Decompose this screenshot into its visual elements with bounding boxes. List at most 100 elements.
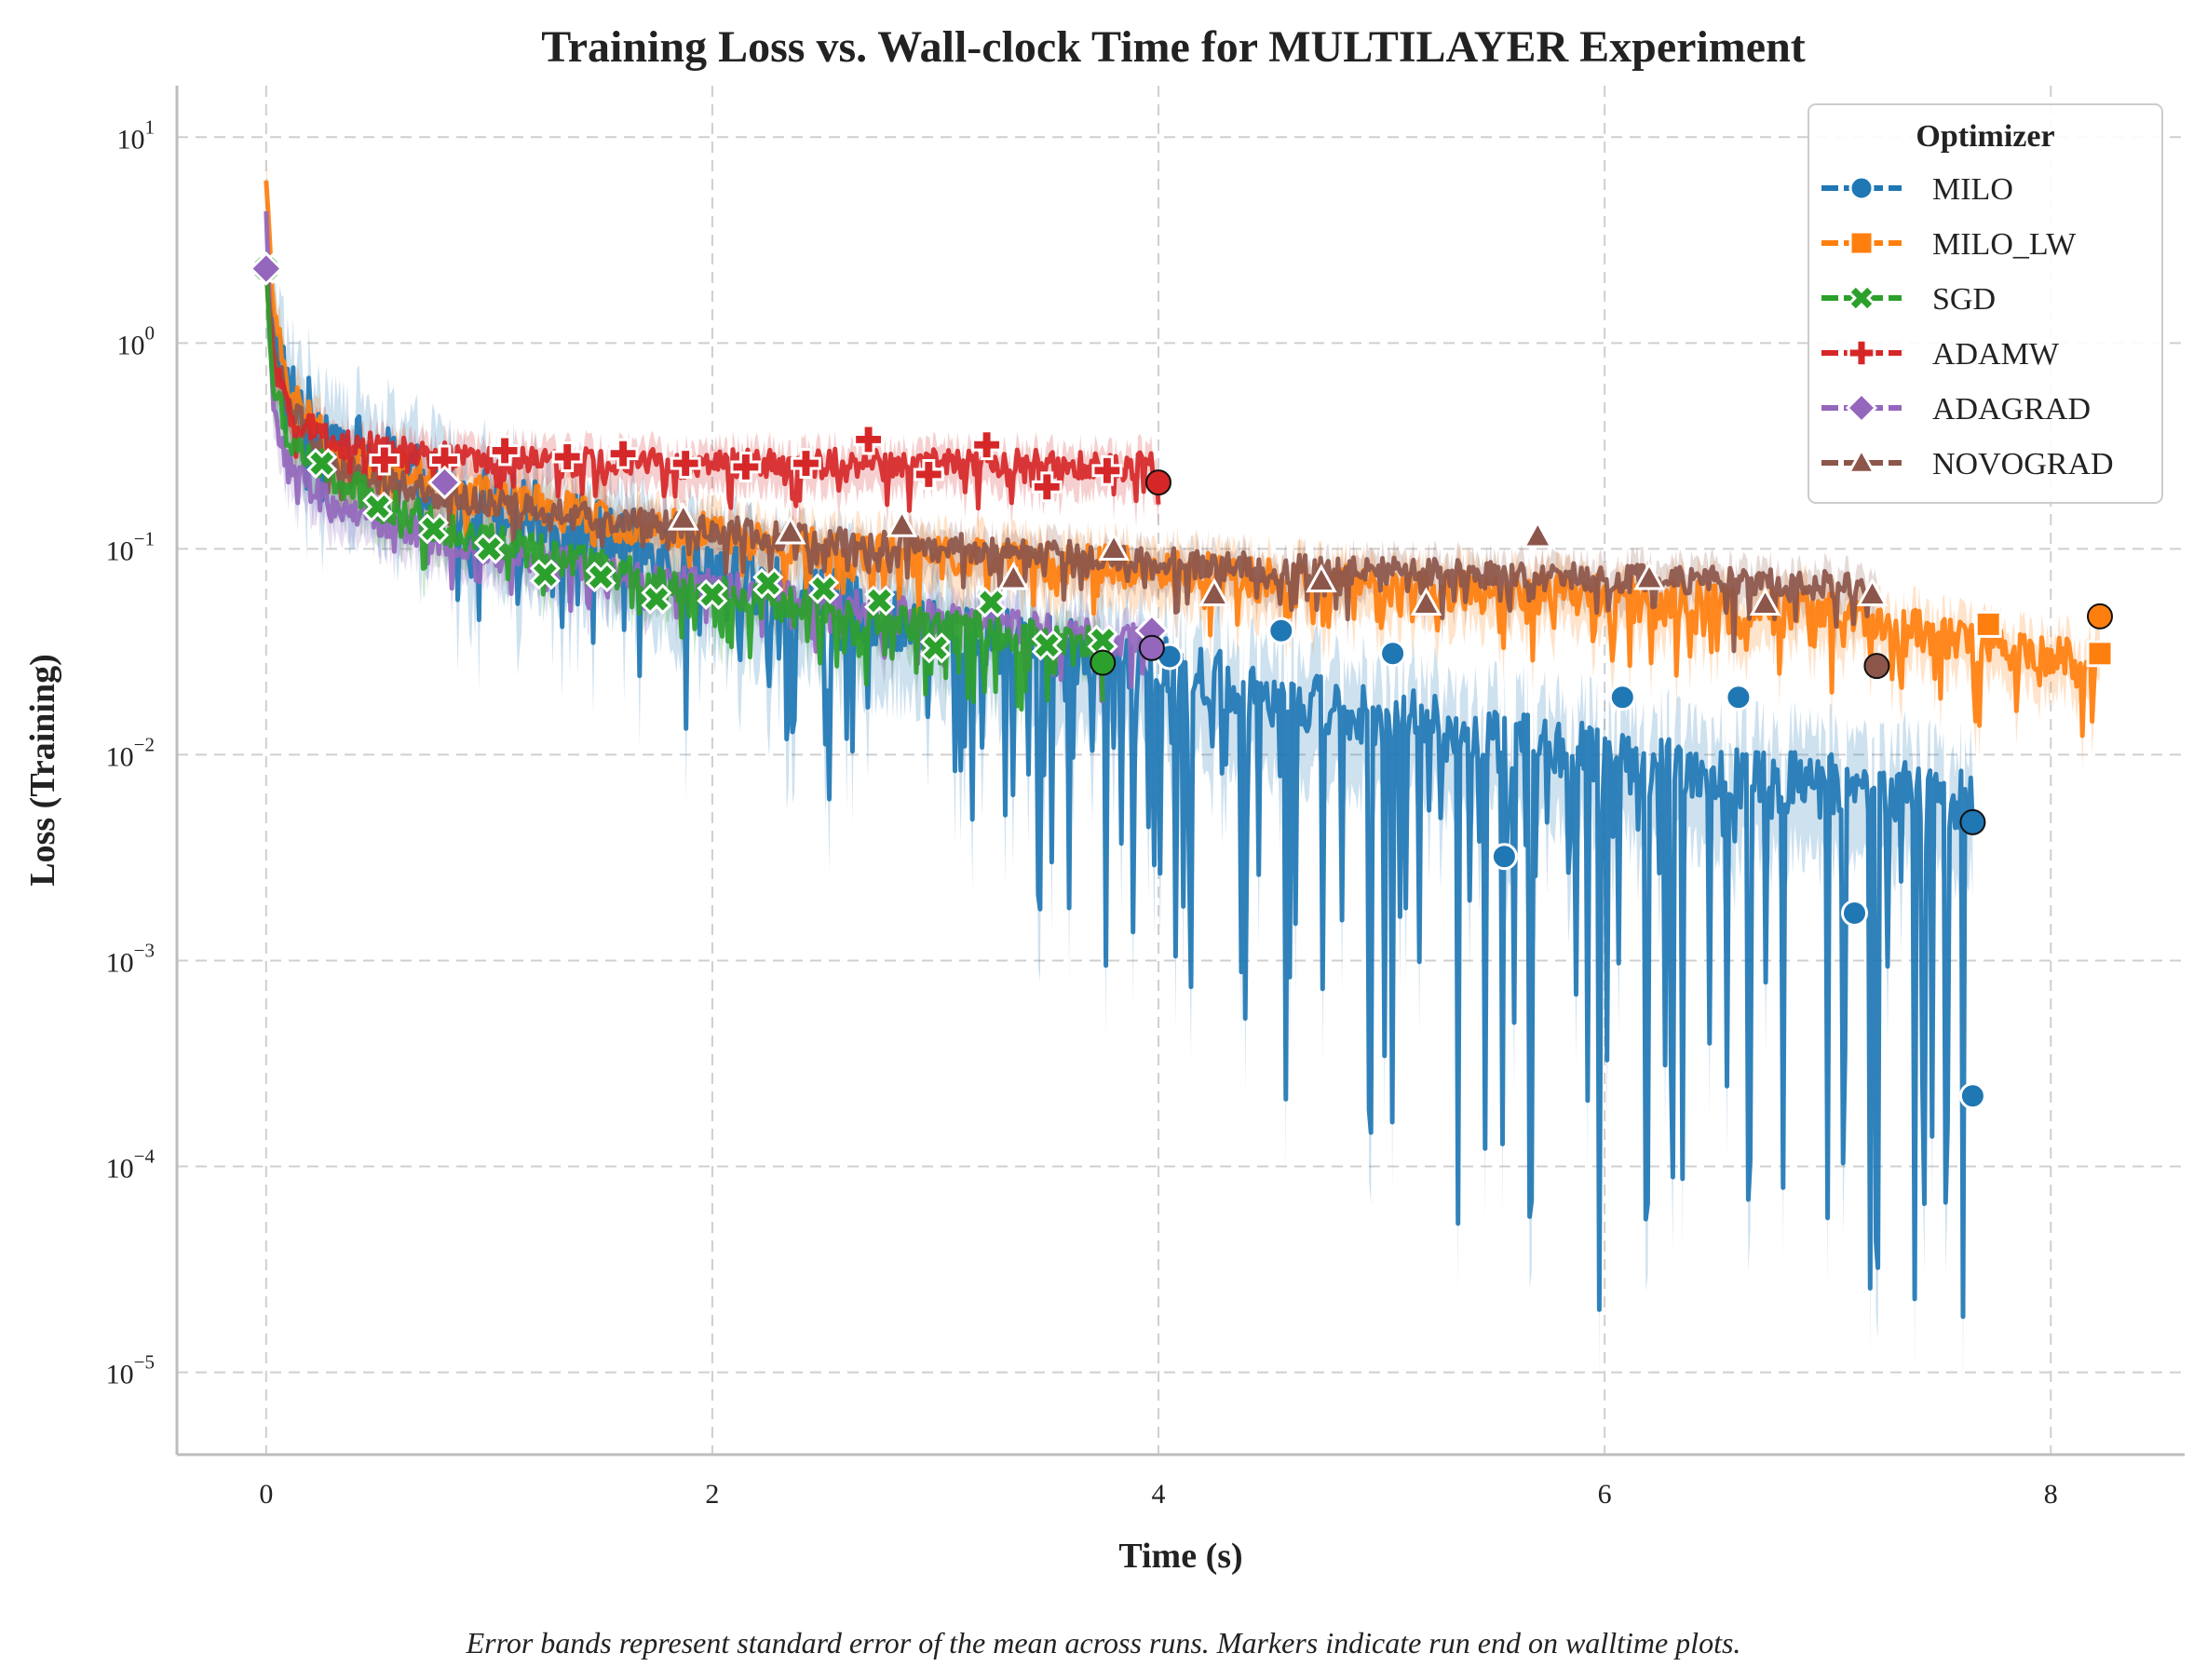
marker-sgd [808, 573, 840, 604]
axes [175, 86, 2185, 1456]
legend-item-milo_lw: MILO_LW [1821, 227, 2077, 262]
marker-adamw [489, 435, 521, 467]
marker-milo_lw [1974, 610, 2002, 638]
series-line-adamw [264, 264, 1161, 513]
y-tick-label: 10−5 [106, 1351, 155, 1390]
legend-marker-novograd [1847, 447, 1876, 474]
run-end-marker-adagrad [1138, 634, 1165, 661]
marker-adamw [971, 429, 1003, 461]
series-line-sgd [264, 268, 1105, 712]
marker-adamw [1091, 454, 1123, 486]
marker-novograd [997, 561, 1030, 590]
marker-sgd [752, 567, 784, 599]
y-tick-label: 10−4 [106, 1145, 156, 1185]
x-tick-label: 8 [2044, 1479, 2058, 1510]
marker-sgd [864, 585, 896, 616]
caption: Error bands represent standard error of … [466, 1626, 1741, 1660]
marker-novograd [1198, 577, 1230, 606]
marker-adamw [730, 451, 762, 482]
marker-adamw [913, 458, 944, 490]
legend-label: MILO_LW [1932, 227, 2077, 262]
legend-item-milo: MILO [1821, 172, 2013, 207]
marker-sgd [473, 533, 505, 564]
legend-marker-adamw [1847, 338, 1876, 368]
legend-box [1808, 103, 2163, 504]
marker-sgd [306, 448, 338, 480]
legend-title: Optimizer [1916, 119, 2054, 154]
series-lines [264, 180, 2101, 1320]
marker-sgd [975, 587, 1007, 618]
marker-adamw [670, 448, 701, 480]
marker-sgd [641, 583, 672, 615]
y-axis-label: Loss (Training) [23, 654, 62, 887]
series-line-milo [264, 264, 1975, 1320]
y-tick-label: 10−2 [106, 733, 155, 772]
legend-item-adagrad: ADAGRAD [1821, 391, 2091, 427]
legend-label: MILO [1932, 172, 2013, 207]
x-axis-label: Time (s) [1118, 1537, 1242, 1576]
legend-label: ADAGRAD [1932, 392, 2091, 427]
series-markers [249, 251, 2114, 1110]
x-tick-label: 4 [1152, 1479, 1166, 1510]
marker-novograd [886, 508, 918, 537]
x-tick-label: 2 [705, 1479, 719, 1510]
run-end-marker-novograd [1863, 653, 1890, 680]
marker-milo [1725, 684, 1753, 711]
legend-item-novograd: NOVOGRAD [1821, 447, 2114, 481]
marker-novograd [1306, 563, 1337, 593]
legend-marker-adagrad [1845, 391, 1878, 425]
legend-item-adamw: ADAMW [1821, 337, 2060, 372]
marker-milo [1841, 900, 1868, 927]
marker-novograd [774, 515, 806, 545]
marker-sgd [697, 578, 728, 610]
legend-label: NOVOGRAD [1932, 447, 2114, 481]
marker-sgd [585, 562, 616, 593]
grid [177, 86, 2185, 1455]
marker-novograd [1522, 519, 1554, 549]
y-tick-label: 100 [117, 321, 156, 360]
marker-novograd [1410, 587, 1442, 616]
marker-milo [1267, 616, 1295, 644]
marker-adamw [607, 438, 639, 469]
marker-sgd [417, 513, 450, 545]
legend-marker-sgd [1847, 283, 1876, 313]
legend-label: SGD [1932, 282, 1996, 317]
marker-sgd [362, 491, 394, 522]
marker-adamw [1031, 471, 1063, 503]
marker-sgd [529, 559, 561, 590]
legend-marker-milo_lw [1848, 230, 1875, 256]
marker-novograd [1098, 532, 1130, 561]
legend-marker-milo [1848, 175, 1875, 201]
marker-milo [1490, 843, 1518, 871]
marker-adamw [853, 424, 885, 455]
legend-item-sgd: SGD [1821, 282, 1996, 317]
marker-novograd [667, 502, 699, 531]
marker-adamw [369, 444, 400, 476]
marker-milo_lw [2086, 640, 2114, 668]
marker-novograd [1856, 577, 1889, 606]
marker-adamw [791, 448, 821, 480]
marker-adagrad [249, 251, 284, 286]
y-tick-label: 101 [117, 115, 156, 155]
marker-novograd [1749, 587, 1781, 616]
marker-adagrad [427, 465, 462, 500]
run-end-marker-milo [1959, 808, 1986, 835]
x-tick-label: 6 [1598, 1479, 1612, 1510]
marker-milo [1608, 684, 1636, 711]
series-line-novograd [264, 267, 1879, 654]
marker-sgd [919, 632, 952, 664]
run-end-marker-milo_lw [2087, 603, 2113, 630]
tick-labels: 0 2 4 6 8 101 100 10−1 10−2 10−3 10−4 10−5 [106, 115, 2058, 1510]
legend: Optimizer MILO MILO_LW SGD ADAMW ADAGRAD NOVOG… [1808, 103, 2163, 504]
error-band-adagrad [265, 190, 1152, 730]
marker-sgd [1031, 630, 1063, 661]
y-tick-label: 10−1 [106, 527, 155, 566]
marker-milo [1379, 640, 1407, 668]
legend-label: ADAMW [1932, 337, 2060, 372]
run-end-marker-sgd [1090, 649, 1117, 676]
marker-adamw [551, 441, 583, 472]
run-end-marker-adamw [1145, 469, 1171, 496]
y-tick-label: 10−3 [106, 939, 155, 978]
chart-title: Training Loss vs. Wall-clock Time for MU… [541, 22, 1806, 72]
